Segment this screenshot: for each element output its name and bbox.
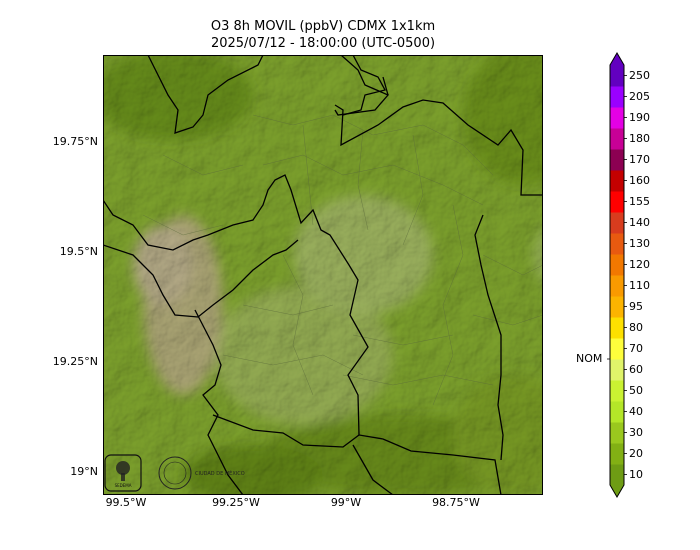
colorbar-segment xyxy=(610,359,624,381)
state-border-north-inner xyxy=(342,55,386,116)
colorbar-tick-label: 170 xyxy=(629,152,650,166)
municipal-line xyxy=(402,134,424,246)
lat-label-19: 19°N xyxy=(70,465,98,478)
logo-cdmx-inner-ring xyxy=(163,461,187,485)
municipal-line xyxy=(252,114,494,176)
colorbar-tick-label: 160 xyxy=(629,173,650,187)
colorbar-extend-max xyxy=(610,53,624,65)
colorbar-segment xyxy=(610,422,624,444)
state-border-south xyxy=(212,414,360,448)
municipal-line xyxy=(432,204,464,406)
state-border-west xyxy=(103,239,299,318)
municipal-line xyxy=(262,154,484,206)
state-border-northeast xyxy=(334,99,543,196)
logo-sedema-text: SEDEMA xyxy=(115,483,132,488)
colorbar-segment xyxy=(610,275,624,297)
map-title: O3 8h MOVIL (ppbV) CDMX 1x1km xyxy=(210,19,436,34)
colorbar-segment xyxy=(610,107,624,129)
colorbar-segment xyxy=(610,149,624,171)
colorbar-segment xyxy=(610,65,624,87)
ozone-map: SEDEMA CIUDAD DE MÉXICO xyxy=(103,55,543,495)
colorbar-tick-label: 110 xyxy=(629,278,650,292)
lat-label-19-75: 19.75°N xyxy=(52,135,98,148)
municipal-line xyxy=(282,254,314,396)
municipal-line xyxy=(342,374,494,386)
municipal-line xyxy=(482,254,543,276)
colorbar-outline xyxy=(609,52,625,498)
colorbar-tick-label: 155 xyxy=(629,194,650,208)
nom-label: NOM xyxy=(576,352,603,365)
municipal-line xyxy=(352,334,454,346)
colorbar-tick-label: 60 xyxy=(629,362,643,376)
lat-label-19-25: 19.25°N xyxy=(52,355,98,368)
colorbar-segment xyxy=(610,380,624,402)
municipal-line xyxy=(142,214,224,236)
state-border-north-segment xyxy=(382,76,389,96)
lat-label-19-5: 19.5°N xyxy=(59,245,98,258)
colorbar-segments xyxy=(610,53,624,497)
colorbar-tick-label: 130 xyxy=(629,236,650,250)
colorbar-tick-label: 190 xyxy=(629,110,650,124)
logo-cdmx-seal-icon xyxy=(158,456,192,490)
colorbar-tick-label: 70 xyxy=(629,341,643,355)
colorbar-tick-label: 250 xyxy=(629,68,650,82)
logo-sedema-trunk xyxy=(121,473,125,481)
colorbar-segment xyxy=(610,338,624,360)
lon-label-99-5: 99.5°W xyxy=(105,496,147,509)
state-border-southwest xyxy=(194,309,244,495)
municipal-line xyxy=(357,129,369,231)
lon-label-99: 99°W xyxy=(330,496,362,509)
colorbar-tick-label: 95 xyxy=(629,299,643,313)
colorbar-segment xyxy=(610,233,624,255)
colorbar-tick-label: 20 xyxy=(629,446,643,460)
colorbar-segment xyxy=(610,443,624,465)
municipal-boundaries xyxy=(142,114,543,406)
colorbar-segment xyxy=(610,296,624,318)
colorbar-segment xyxy=(610,212,624,234)
state-border-northwest xyxy=(147,55,264,134)
colorbar-tick-label: 30 xyxy=(629,425,643,439)
colorbar-segment xyxy=(610,401,624,423)
colorbar-segment xyxy=(610,464,624,486)
colorbar-tick-label: 140 xyxy=(629,215,650,229)
colorbar-tick-label: 50 xyxy=(629,383,643,397)
logo-sedema-tree-icon xyxy=(116,461,130,475)
colorbar-segment xyxy=(610,170,624,192)
colorbar-segment xyxy=(610,86,624,108)
colorbar-extend-min xyxy=(610,485,624,497)
municipal-line xyxy=(222,354,364,376)
colorbar-segment xyxy=(610,254,624,276)
terrain-relief-shading xyxy=(103,55,543,495)
colorbar xyxy=(607,52,627,498)
state-border-south-segment xyxy=(352,444,394,495)
state-boundaries xyxy=(103,55,543,495)
logo-cdmx: CIUDAD DE MÉXICO xyxy=(158,456,245,490)
colorbar-segment xyxy=(610,191,624,213)
colorbar-tick-label: 80 xyxy=(629,320,643,334)
colorbar-segment xyxy=(610,317,624,339)
cdmx-boundary xyxy=(103,174,502,495)
logo-sedema-frame xyxy=(104,454,142,492)
municipal-line xyxy=(242,304,334,316)
logo-cdmx-text: CIUDAD DE MÉXICO xyxy=(195,469,245,477)
lon-label-99-25: 99.25°W xyxy=(212,496,260,509)
lon-label-98-75: 98.75°W xyxy=(432,496,480,509)
colorbar-tick-label: 40 xyxy=(629,404,643,418)
ozone-map-svg: SEDEMA CIUDAD DE MÉXICO xyxy=(103,55,543,495)
colorbar-tick-label: 205 xyxy=(629,89,650,103)
colorbar-segment xyxy=(610,128,624,150)
map-subtitle-datetime: 2025/07/12 - 18:00:00 (UTC-0500) xyxy=(210,36,436,51)
logo-sedema: SEDEMA xyxy=(104,454,142,492)
state-border-east xyxy=(474,214,504,461)
municipal-line xyxy=(472,314,543,326)
colorbar-tick-label: 120 xyxy=(629,257,650,271)
municipal-line xyxy=(302,124,314,226)
municipal-line xyxy=(162,154,244,176)
colorbar-tick-label: 180 xyxy=(629,131,650,145)
colorbar-tick-label: 10 xyxy=(629,467,643,481)
map-frame xyxy=(103,55,543,495)
